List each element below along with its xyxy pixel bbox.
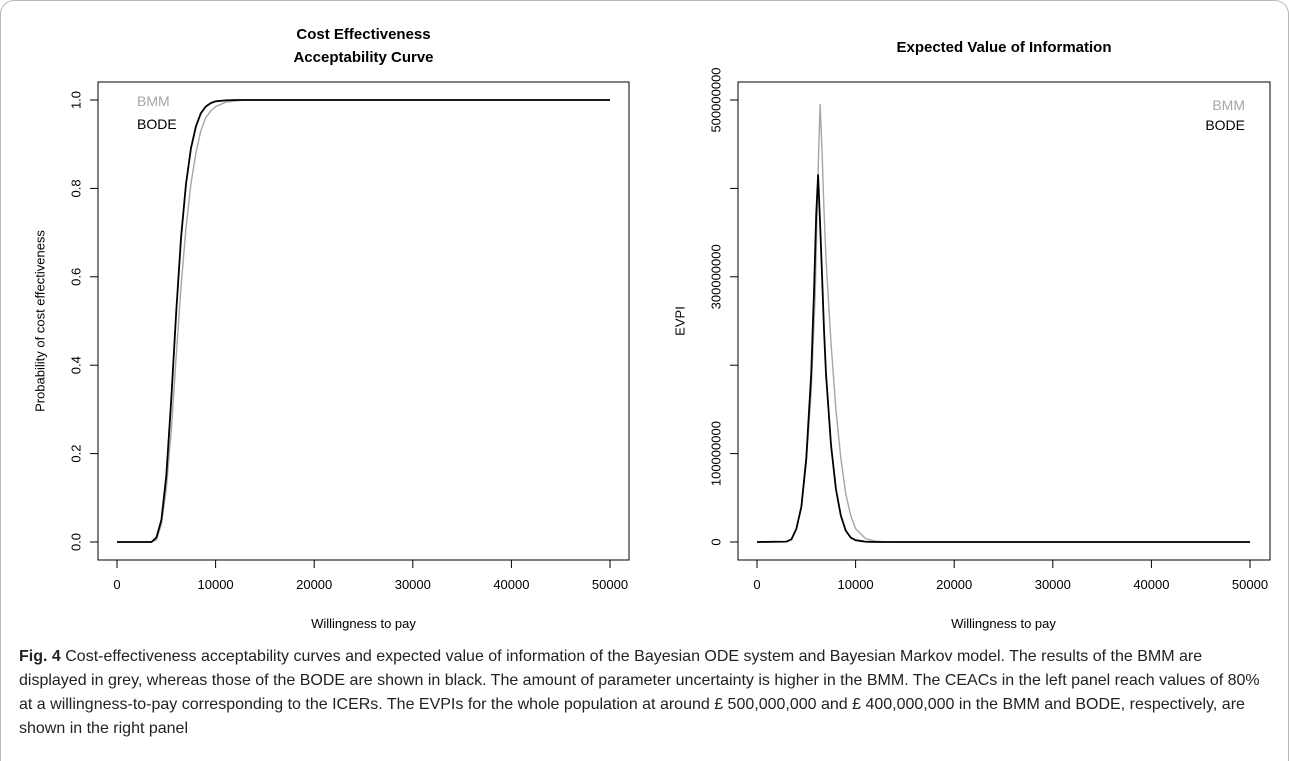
legend-entry-bmm: BMM xyxy=(137,93,170,109)
y-tick-label: 1.0 xyxy=(69,91,84,109)
y-tick-label: 0 xyxy=(709,538,724,545)
y-tick-label: 300000000 xyxy=(709,244,724,309)
x-tick-label: 40000 xyxy=(1133,577,1169,592)
x-tick-label: 50000 xyxy=(592,577,628,592)
x-tick-label: 10000 xyxy=(838,577,874,592)
y-tick-label: 0.8 xyxy=(69,179,84,197)
chart-title-line: Acceptability Curve xyxy=(293,49,433,66)
x-tick-label: 30000 xyxy=(395,577,431,592)
x-axis-label: Willingness to pay xyxy=(311,616,416,631)
y-tick-label: 500000000 xyxy=(709,67,724,132)
legend-entry-bode: BODE xyxy=(1205,117,1245,133)
x-tick-label: 20000 xyxy=(296,577,332,592)
y-axis-label: Probability of cost effectiveness xyxy=(33,230,48,412)
y-tick-label: 0.2 xyxy=(69,445,84,463)
series-line-bode xyxy=(117,99,610,543)
plot-box xyxy=(97,81,630,561)
x-axis-label: Willingness to pay xyxy=(951,616,1056,631)
plot-box xyxy=(737,81,1271,561)
chart-title-line: Expected Value of Information xyxy=(896,39,1111,56)
ceac-panel: Cost Effectiveness Acceptability Curve 0 10… xyxy=(33,26,630,631)
x-tick-label: 20000 xyxy=(936,577,972,592)
series-line-bode xyxy=(756,174,1250,543)
legend-entry-bmm: BMM xyxy=(1212,97,1245,113)
x-tick-label: 0 xyxy=(753,577,760,592)
series-line-bmm xyxy=(756,103,1250,543)
legend-entry-bode: BODE xyxy=(137,116,177,132)
figure-charts: Cost Effectiveness Acceptability Curve 0 10… xyxy=(33,26,1271,631)
y-tick-label: 0.4 xyxy=(69,356,84,374)
x-tick-label: 0 xyxy=(113,577,120,592)
figure-caption: Fig. 4 Cost-effectiveness acceptability … xyxy=(19,645,1274,741)
y-tick-label: 100000000 xyxy=(709,421,724,486)
series-line-bmm xyxy=(117,99,610,543)
y-axis-label: EVPI xyxy=(673,306,688,336)
y-tick-label: 0.6 xyxy=(69,268,84,286)
x-tick-label: 30000 xyxy=(1035,577,1071,592)
evpi-panel: Expected Value of Information 0 10000 20000… xyxy=(673,39,1271,631)
y-tick-label: 0.0 xyxy=(69,533,84,551)
figure-label: Fig. 4 xyxy=(19,648,61,665)
x-tick-label: 50000 xyxy=(1232,577,1268,592)
x-tick-label: 40000 xyxy=(493,577,529,592)
x-tick-label: 10000 xyxy=(198,577,234,592)
chart-title-line: Cost Effectiveness xyxy=(296,26,430,43)
caption-text: Cost-effectiveness acceptability curves … xyxy=(19,648,1260,737)
